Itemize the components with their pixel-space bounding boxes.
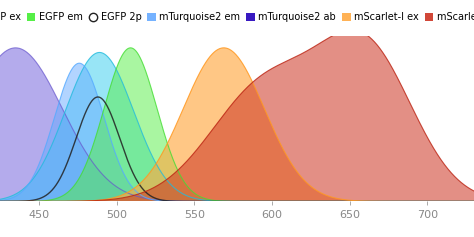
Legend: EGFP ex, EGFP em, EGFP 2p, mTurquoise2 em, mTurquoise2 ab, mScarlet-I ex, mScarl: EGFP ex, EGFP em, EGFP 2p, mTurquoise2 e…	[0, 12, 474, 22]
